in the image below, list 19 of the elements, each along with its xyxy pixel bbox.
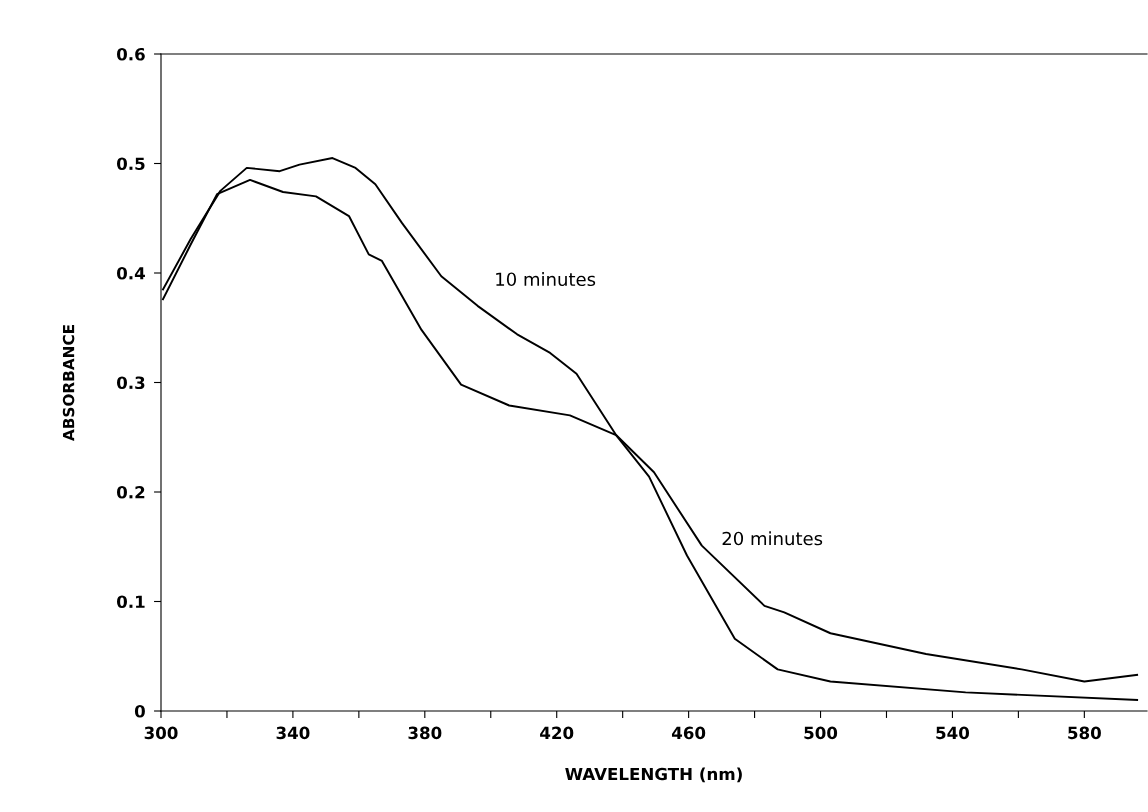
series-label: 20 minutes <box>722 531 823 546</box>
x-tick-label: 380 <box>408 726 442 740</box>
y-tick-label: 0.2 <box>117 485 145 499</box>
x-tick-label: 340 <box>276 726 310 740</box>
y-tick-label: 0.1 <box>117 595 145 609</box>
x-tick-label: 460 <box>671 726 706 740</box>
x-tick-label: 540 <box>936 726 970 740</box>
series-label: 10 minutes <box>496 272 596 287</box>
y-tick-label: 0.3 <box>117 376 145 390</box>
x-tick-label: 580 <box>1068 726 1101 740</box>
y-tick-label: 0.5 <box>117 157 145 171</box>
y-axis-title: ABSORBANCE <box>62 325 75 441</box>
x-tick-label: 420 <box>540 726 574 740</box>
x-tick-label: 300 <box>144 726 178 740</box>
x-axis-title: WAVELENGTH (nm) <box>565 767 742 783</box>
x-tick-label: 500 <box>804 726 838 740</box>
y-tick-label: 0 <box>134 704 145 718</box>
y-tick-label: 0.4 <box>117 266 145 280</box>
y-tick-label: 0.6 <box>117 47 145 61</box>
